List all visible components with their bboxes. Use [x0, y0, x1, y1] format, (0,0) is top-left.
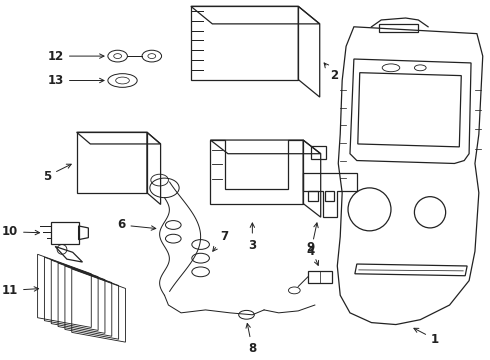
- Text: 8: 8: [246, 323, 256, 355]
- Text: 7: 7: [213, 230, 228, 251]
- Text: 12: 12: [48, 50, 104, 63]
- Text: 3: 3: [248, 223, 256, 252]
- Text: 5: 5: [43, 164, 71, 183]
- Text: 11: 11: [2, 284, 39, 297]
- Text: 2: 2: [324, 63, 339, 82]
- Text: 4: 4: [307, 223, 318, 257]
- Text: 1: 1: [414, 328, 439, 346]
- Text: 6: 6: [117, 219, 156, 231]
- Text: 9: 9: [307, 241, 318, 265]
- Text: 13: 13: [48, 74, 104, 87]
- Text: 10: 10: [2, 225, 40, 238]
